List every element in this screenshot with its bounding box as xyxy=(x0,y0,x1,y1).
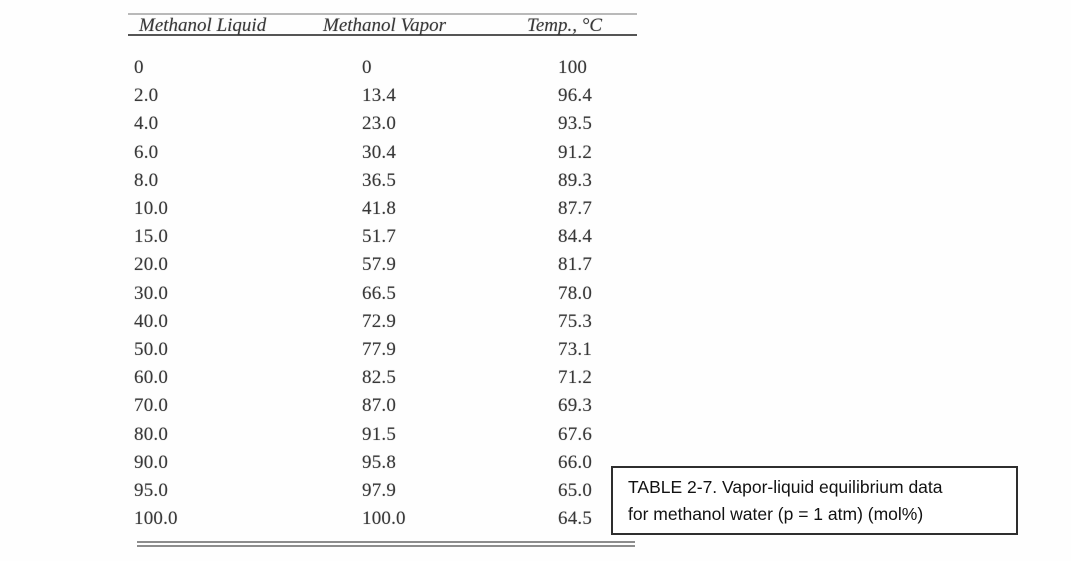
methanol-vapor-cell: 100.0 xyxy=(362,508,406,530)
table-row: 90.0 95.8 66.0 xyxy=(128,449,637,477)
methanol-vapor-cell: 72.9 xyxy=(362,310,397,332)
table-row: 10.0 41.8 87.7 xyxy=(128,195,637,223)
table-bottom-double-rule xyxy=(137,541,635,548)
temperature-cell: 100 xyxy=(558,57,588,79)
methanol-liquid-cell: 2.0 xyxy=(134,85,159,107)
header-cell: Methanol Liquid xyxy=(128,15,362,37)
temperature-cell: 65.0 xyxy=(558,479,593,501)
methanol-vapor-cell: 51.7 xyxy=(362,226,397,248)
column-header-methanol-liquid: Methanol Liquid xyxy=(139,15,267,36)
temperature-cell: 78.0 xyxy=(558,282,593,304)
temperature-cell: 73.1 xyxy=(558,338,593,360)
temperature-cell: 91.2 xyxy=(558,141,593,163)
table-top-rule xyxy=(128,13,637,15)
table-row: 50.0 77.9 73.1 xyxy=(128,336,637,364)
methanol-vapor-cell: 97.9 xyxy=(362,479,397,501)
vapor-liquid-equilibrium-table: Methanol Liquid Methanol Vapor Temp., °C… xyxy=(128,13,637,548)
methanol-liquid-cell: 15.0 xyxy=(134,226,169,248)
temperature-cell: 67.6 xyxy=(558,423,593,445)
methanol-vapor-cell: 82.5 xyxy=(362,367,397,389)
temperature-cell: 69.3 xyxy=(558,395,593,417)
methanol-liquid-cell: 4.0 xyxy=(134,113,159,135)
methanol-vapor-cell: 66.5 xyxy=(362,282,397,304)
methanol-liquid-cell: 0 xyxy=(134,57,144,79)
methanol-liquid-cell: 40.0 xyxy=(134,310,169,332)
methanol-vapor-cell: 23.0 xyxy=(362,113,397,135)
table-row: 95.0 97.9 65.0 xyxy=(128,477,637,505)
table-row: 0 0 100 xyxy=(128,54,637,82)
table-row: 6.0 30.4 91.2 xyxy=(128,139,637,167)
methanol-vapor-cell: 0 xyxy=(362,57,372,79)
column-header-methanol-vapor: Methanol Vapor xyxy=(323,15,446,36)
temperature-cell: 93.5 xyxy=(558,113,593,135)
methanol-liquid-cell: 50.0 xyxy=(134,338,169,360)
methanol-liquid-cell: 20.0 xyxy=(134,254,169,276)
table-row: 4.0 23.0 93.5 xyxy=(128,110,637,138)
methanol-liquid-cell: 90.0 xyxy=(134,451,169,473)
temperature-cell: 96.4 xyxy=(558,85,593,107)
methanol-liquid-cell: 100.0 xyxy=(134,508,178,530)
methanol-vapor-cell: 77.9 xyxy=(362,338,397,360)
caption-line-1: TABLE 2-7. Vapor-liquid equilibrium data xyxy=(628,477,943,497)
temperature-cell: 64.5 xyxy=(558,508,593,530)
methanol-vapor-cell: 91.5 xyxy=(362,423,397,445)
header-cell: Methanol Vapor xyxy=(323,15,558,37)
methanol-liquid-cell: 30.0 xyxy=(134,282,169,304)
table-row: 20.0 57.9 81.7 xyxy=(128,251,637,279)
temperature-cell: 81.7 xyxy=(558,254,593,276)
methanol-liquid-cell: 70.0 xyxy=(134,395,169,417)
temperature-cell: 89.3 xyxy=(558,169,593,191)
methanol-vapor-cell: 36.5 xyxy=(362,169,397,191)
methanol-liquid-cell: 6.0 xyxy=(134,141,159,163)
caption-line-2: for methanol water (p = 1 atm) (mol%) xyxy=(628,504,924,524)
header-underline-rule xyxy=(128,34,637,36)
methanol-liquid-cell: 80.0 xyxy=(134,423,169,445)
table-row: 15.0 51.7 84.4 xyxy=(128,223,637,251)
methanol-liquid-cell: 95.0 xyxy=(134,479,169,501)
temperature-cell: 87.7 xyxy=(558,198,593,220)
methanol-liquid-cell: 60.0 xyxy=(134,367,169,389)
header-cell: Temp., °C xyxy=(527,15,637,37)
temperature-cell: 75.3 xyxy=(558,310,593,332)
table-row: 8.0 36.5 89.3 xyxy=(128,167,637,195)
table-row: 40.0 72.9 75.3 xyxy=(128,308,637,336)
methanol-vapor-cell: 87.0 xyxy=(362,395,397,417)
table-header-row: Methanol Liquid Methanol Vapor Temp., °C xyxy=(128,15,637,37)
table-body: 0 0 100 2.0 13.4 96.4 4.0 23.0 93.5 6.0 30.4 91.2 8.… xyxy=(128,36,637,533)
methanol-liquid-cell: 8.0 xyxy=(134,169,159,191)
methanol-vapor-cell: 95.8 xyxy=(362,451,397,473)
table-row: 80.0 91.5 67.6 xyxy=(128,420,637,448)
table-row: 70.0 87.0 69.3 xyxy=(128,392,637,420)
methanol-vapor-cell: 57.9 xyxy=(362,254,397,276)
table-row: 100.0 100.0 64.5 xyxy=(128,505,637,533)
table-caption-box: TABLE 2-7. Vapor-liquid equilibrium data… xyxy=(611,466,1018,535)
methanol-liquid-cell: 10.0 xyxy=(134,198,169,220)
temperature-cell: 71.2 xyxy=(558,367,593,389)
table-row: 60.0 82.5 71.2 xyxy=(128,364,637,392)
table-row: 2.0 13.4 96.4 xyxy=(128,82,637,110)
methanol-vapor-cell: 41.8 xyxy=(362,198,397,220)
methanol-vapor-cell: 30.4 xyxy=(362,141,397,163)
table-row: 30.0 66.5 78.0 xyxy=(128,280,637,308)
temperature-cell: 84.4 xyxy=(558,226,593,248)
methanol-vapor-cell: 13.4 xyxy=(362,85,397,107)
temperature-cell: 66.0 xyxy=(558,451,593,473)
column-header-temperature: Temp., °C xyxy=(527,15,602,36)
